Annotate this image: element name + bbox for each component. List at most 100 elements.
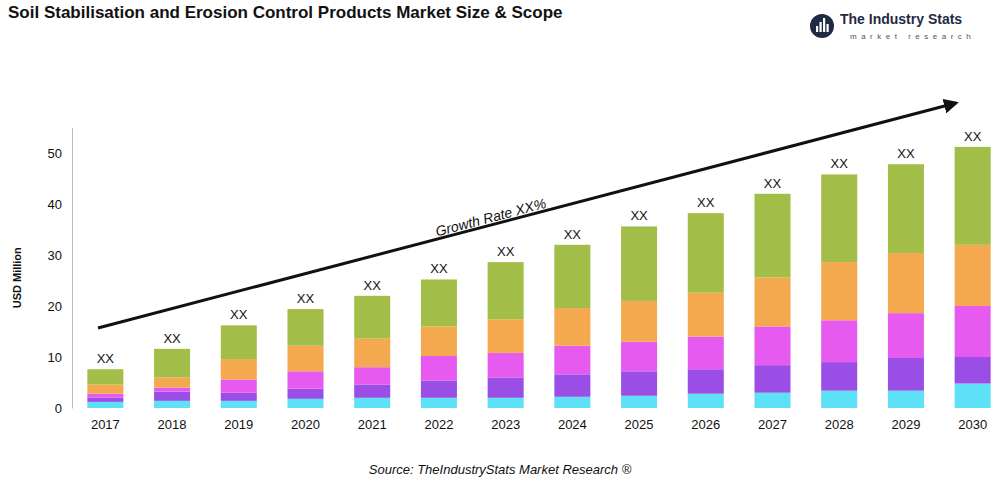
bar-segment (154, 392, 190, 401)
bar-segment (221, 401, 257, 408)
bar-segment (888, 253, 924, 313)
bar-label: XX (297, 291, 315, 306)
bar-label: XX (497, 244, 515, 259)
y-axis: 01020304050 (48, 128, 73, 416)
x-axis: 2017201820192020202120222023202420252026… (91, 408, 987, 432)
bar-segment (488, 262, 524, 319)
bar-segment (554, 308, 590, 346)
title: Soil Stabilisation and Erosion Control P… (8, 3, 562, 22)
x-tick-label: 2019 (224, 417, 253, 432)
bar-segment (287, 371, 323, 388)
x-tick-label: 2017 (91, 417, 120, 432)
bar-segment (621, 301, 657, 342)
logo-icon-bar (820, 22, 822, 32)
y-tick-label: 40 (48, 197, 62, 212)
bar-segment (821, 391, 857, 408)
bar-segment (354, 398, 390, 408)
x-tick-label: 2024 (558, 417, 587, 432)
x-tick-label: 2022 (424, 417, 453, 432)
bar-segment (154, 377, 190, 387)
bar-segment (287, 346, 323, 372)
bar-segment (621, 342, 657, 372)
source: Source: TheIndustryStats Market Research… (369, 462, 632, 477)
y-tick: 20 (48, 299, 72, 314)
bar-segment (821, 320, 857, 362)
x-tick: 2018 (158, 408, 187, 432)
bar-segment (354, 339, 390, 368)
x-tick: 2017 (91, 408, 120, 432)
x-tick: 2019 (224, 408, 253, 432)
x-tick: 2020 (291, 408, 320, 432)
x-tick-label: 2027 (758, 417, 787, 432)
x-tick: 2029 (891, 408, 920, 432)
bar-label: XX (564, 227, 582, 242)
bar-segment (287, 389, 323, 399)
x-tick-label: 2028 (825, 417, 854, 432)
bar-segment (955, 357, 991, 384)
bar-segment (154, 401, 190, 408)
bar-label: XX (430, 261, 448, 276)
y-tick: 10 (48, 350, 72, 365)
logo-icon-bar (823, 18, 825, 32)
bar-segment (554, 245, 590, 308)
bar-segment (955, 147, 991, 245)
x-tick: 2027 (758, 408, 787, 432)
bar-segment (754, 194, 790, 278)
bar-segment (821, 174, 857, 262)
logo: The Industry Statsmarket research (810, 11, 975, 41)
bar-segment (221, 359, 257, 379)
logo-icon-bar (827, 24, 829, 32)
y-tick-label: 0 (55, 401, 62, 416)
bar-segment (87, 369, 123, 384)
bar-segment (488, 377, 524, 397)
bar-segment (354, 385, 390, 398)
bar-segment (221, 393, 257, 401)
bar-segment (754, 277, 790, 326)
bar-segment (955, 245, 991, 306)
x-tick-label: 2025 (625, 417, 654, 432)
chart: Soil Stabilisation and Erosion Control P… (0, 0, 1000, 500)
x-tick-label: 2030 (958, 417, 987, 432)
bar-label: XX (697, 195, 715, 210)
bar-segment (488, 353, 524, 377)
bar-segment (421, 380, 457, 397)
y-tick: 30 (48, 248, 72, 263)
bar-segment (688, 213, 724, 293)
x-tick: 2025 (625, 408, 654, 432)
bar-segment (754, 326, 790, 365)
y-tick-label: 30 (48, 248, 62, 263)
bar-segment (955, 384, 991, 408)
bar-segment (554, 374, 590, 396)
bar-segment (287, 309, 323, 346)
x-tick: 2022 (424, 408, 453, 432)
x-tick-label: 2023 (491, 417, 520, 432)
bar-segment (821, 362, 857, 391)
bar-segment (688, 293, 724, 337)
bar-segment (221, 325, 257, 359)
bar-labels: XXXXXXXXXXXXXXXXXXXXXXXXXXXX (97, 129, 982, 366)
bar-segment (888, 391, 924, 408)
bar-segment (87, 402, 123, 408)
bar-segment (154, 388, 190, 392)
bar-segment (821, 262, 857, 320)
bar-segment (87, 394, 123, 398)
x-tick-label: 2020 (291, 417, 320, 432)
x-tick-label: 2021 (358, 417, 387, 432)
bar-segment (754, 365, 790, 393)
bar-label: XX (163, 331, 181, 346)
bar-segment (354, 367, 390, 384)
bar-label: XX (897, 146, 915, 161)
growth-arrow (98, 103, 956, 328)
bar-segment (421, 326, 457, 356)
bar-segment (87, 385, 123, 394)
bar-segment (421, 279, 457, 326)
bar-segment (888, 358, 924, 391)
x-tick: 2021 (358, 408, 387, 432)
annotation: Growth Rate XX% (434, 195, 548, 239)
bar-segment (621, 226, 657, 300)
bar-segment (554, 397, 590, 408)
x-tick: 2023 (491, 408, 520, 432)
bar-segment (421, 398, 457, 408)
bar-label: XX (97, 351, 115, 366)
bar-segment (955, 306, 991, 357)
